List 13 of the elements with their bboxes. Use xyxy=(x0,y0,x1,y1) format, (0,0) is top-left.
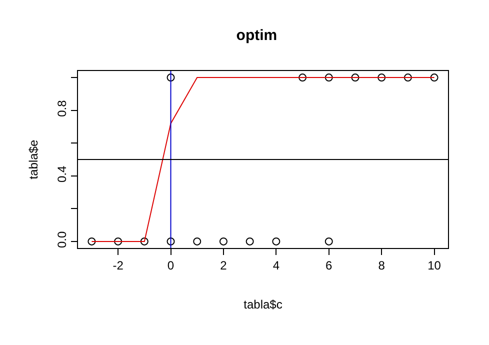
y-tick-label: 0.8 xyxy=(55,100,70,117)
chart-title: optim xyxy=(236,26,278,44)
x-tick-label: 0 xyxy=(167,258,174,272)
x-axis-title: tabla$c xyxy=(244,297,282,312)
x-tick-label: 4 xyxy=(272,258,280,272)
y-tick-label: 0.0 xyxy=(55,230,70,248)
x-tick-label: 2 xyxy=(220,258,228,272)
y-tick-label: 0.4 xyxy=(55,165,70,182)
y-axis-title: tabla$e xyxy=(26,139,40,180)
x-tick-label: -2 xyxy=(112,258,124,272)
x-tick-label: 8 xyxy=(378,258,386,272)
x-tick-label: 6 xyxy=(326,258,333,272)
x-tick-label: 10 xyxy=(428,258,442,272)
